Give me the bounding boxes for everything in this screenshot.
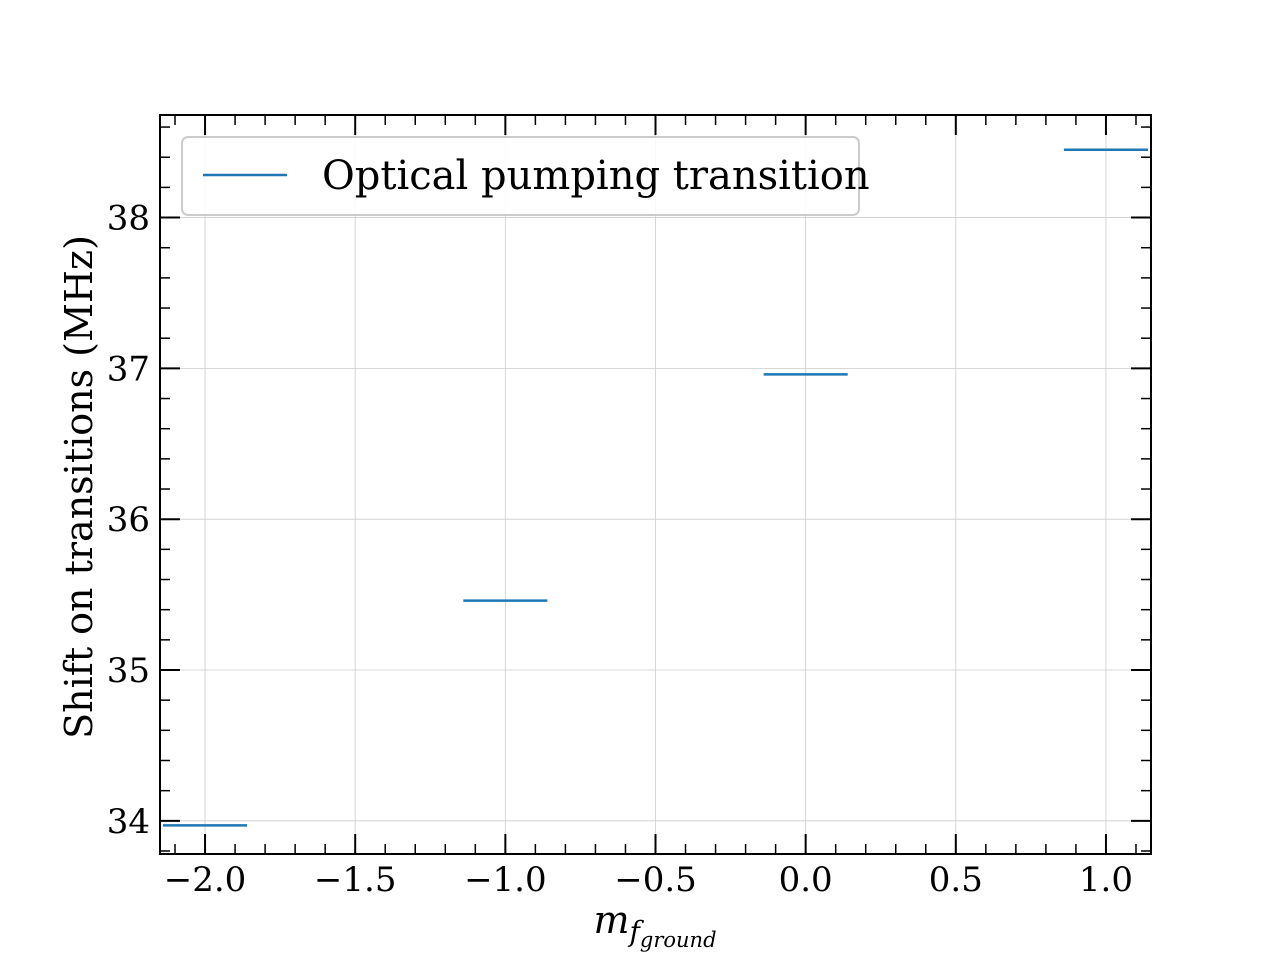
x-tick-label: −1.5 (314, 860, 397, 900)
y-tick-label: 34 (107, 802, 150, 842)
y-tick-label: 38 (107, 199, 150, 239)
x-axis-label-subsub: ground (640, 928, 717, 952)
y-tick-label: 37 (107, 349, 150, 389)
legend: Optical pumping transition (182, 137, 870, 215)
x-tick-label: 1.0 (1079, 860, 1133, 900)
legend-label: Optical pumping transition (322, 153, 870, 199)
x-tick-label: −0.5 (614, 860, 697, 900)
y-axis-label: Shift on transitions (MHz) (57, 235, 101, 739)
y-tick-label: 36 (107, 500, 150, 540)
y-tick-label: 35 (107, 651, 150, 691)
x-tick-label: 0.0 (779, 860, 833, 900)
tick-labels: −2.0 −1.5 −1.0 −0.5 0.0 0.5 1.0 34 35 36 37 38 (107, 199, 1133, 900)
x-axis-label: mfground (593, 898, 716, 952)
x-tick-label: −1.0 (464, 860, 547, 900)
grid (160, 115, 1151, 854)
x-tick-label: −2.0 (164, 860, 247, 900)
x-axis-label-main: m (593, 898, 629, 942)
x-tick-label: 0.5 (929, 860, 983, 900)
